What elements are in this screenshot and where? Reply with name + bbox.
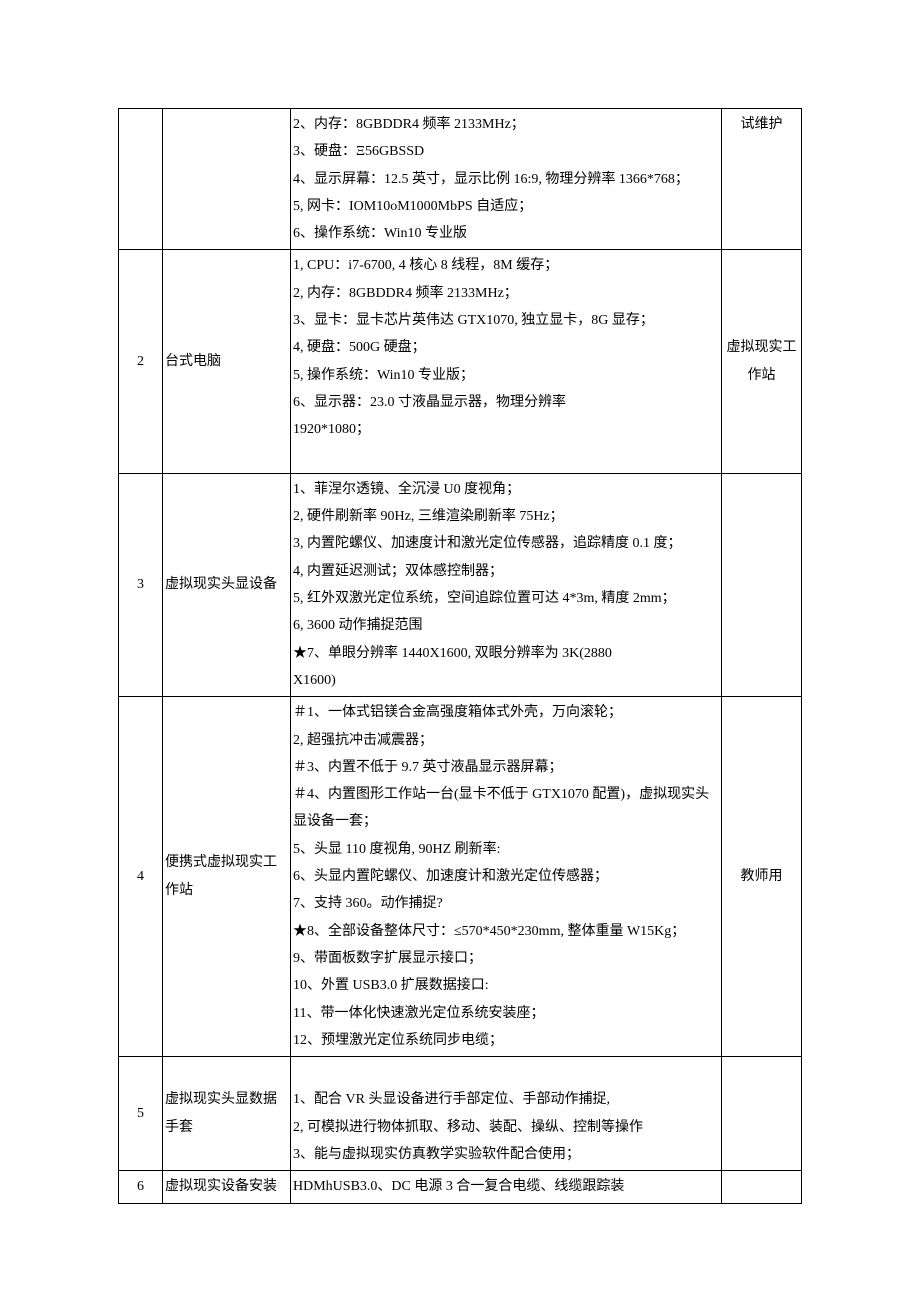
item-name: 虚拟现实头显设备 [163, 473, 291, 696]
spec-line: 2, 硬件刷新率 90Hz, 三维渲染刷新率 75Hz； [293, 503, 719, 530]
table-row: 2、内存：8GBDDR4 频率 2133MHz；3、硬盘：Ξ56GBSSD4、显… [119, 109, 802, 250]
spec-line: 4、显示屏幕：12.5 英寸，显示比例 16:9, 物理分辨率 1366*768… [293, 166, 719, 193]
spec-line: 3、能与虚拟现实仿真教学实验软件配合使用； [293, 1141, 719, 1168]
item-name [163, 109, 291, 250]
spec-line: 6, 3600 动作捕捉范围 [293, 612, 719, 639]
item-note: 教师用 [722, 697, 802, 1057]
spec-line: 7、支持 360。动作捕捉? [293, 890, 719, 917]
spec-line: 3、硬盘：Ξ56GBSSD [293, 138, 719, 165]
spec-line: 9、带面板数字扩展显示接口； [293, 945, 719, 972]
table-row: 4便携式虚拟现实工作站＃1、一体式铝镁合金高强度箱体式外壳，万向滚轮；2, 超强… [119, 697, 802, 1057]
spec-line: 2, 内存：8GBDDR4 频率 2133MHz； [293, 280, 719, 307]
item-name: 便携式虚拟现实工作站 [163, 697, 291, 1057]
spec-line: 5, 操作系统：Win10 专业版； [293, 362, 719, 389]
spec-line: 5, 网卡：IOM10oM1000MbPS 自适应； [293, 193, 719, 220]
item-note [722, 1171, 802, 1203]
spec-line: 6、头显内置陀螺仪、加速度计和激光定位传感器； [293, 863, 719, 890]
table-row: 2台式电脑1, CPU：i7-6700, 4 核心 8 线程，8M 缓存；2, … [119, 250, 802, 473]
item-note [722, 1057, 802, 1171]
spec-line: 4, 内置延迟测试；双体感控制器； [293, 558, 719, 585]
item-name: 台式电脑 [163, 250, 291, 473]
item-spec: 1、配合 VR 头显设备进行手部定位、手部动作捕捉,2, 可模拟进行物体抓取、移… [291, 1057, 722, 1171]
spec-line: 1、配合 VR 头显设备进行手部定位、手部动作捕捉, [293, 1086, 719, 1113]
spec-table: 2、内存：8GBDDR4 频率 2133MHz；3、硬盘：Ξ56GBSSD4、显… [118, 108, 802, 1204]
spec-line: ＃1、一体式铝镁合金高强度箱体式外壳，万向滚轮； [293, 699, 719, 726]
item-spec: 1, CPU：i7-6700, 4 核心 8 线程，8M 缓存；2, 内存：8G… [291, 250, 722, 473]
spec-line: 2, 超强抗冲击减震器； [293, 727, 719, 754]
table-row: 3虚拟现实头显设备1、菲涅尔透镜、全沉浸 U0 度视角；2, 硬件刷新率 90H… [119, 473, 802, 696]
spec-line: 5、头显 110 度视角, 90HZ 刷新率: [293, 836, 719, 863]
row-number: 2 [119, 250, 163, 473]
spec-line: 4, 硬盘：500G 硬盘； [293, 334, 719, 361]
spec-line: 11、带一体化快速激光定位系统安装座； [293, 1000, 719, 1027]
item-spec: 1、菲涅尔透镜、全沉浸 U0 度视角；2, 硬件刷新率 90Hz, 三维渲染刷新… [291, 473, 722, 696]
spec-line: HDMhUSB3.0、DC 电源 3 合一复合电缆、线缆跟踪装 [293, 1173, 719, 1200]
spec-line: X1600) [293, 667, 719, 694]
spec-line: 5, 红外双激光定位系统，空间追踪位置可达 4*3m, 精度 2mm； [293, 585, 719, 612]
item-spec: HDMhUSB3.0、DC 电源 3 合一复合电缆、线缆跟踪装 [291, 1171, 722, 1203]
table-row: 5虚拟现实头显数据手套 1、配合 VR 头显设备进行手部定位、手部动作捕捉,2,… [119, 1057, 802, 1171]
spec-line: ★7、单眼分辨率 1440X1600, 双眼分辨率为 3K(2880 [293, 640, 719, 667]
spec-line: 12、预埋激光定位系统同步电缆； [293, 1027, 719, 1054]
spec-line: 6、操作系统：Win10 专业版 [293, 220, 719, 247]
spec-line: ＃4、内置图形工作站一台(显卡不低于 GTX1070 配置)，虚拟现实头显设备一… [293, 781, 719, 836]
table-row: 6虚拟现实设备安装HDMhUSB3.0、DC 电源 3 合一复合电缆、线缆跟踪装 [119, 1171, 802, 1203]
item-name: 虚拟现实设备安装 [163, 1171, 291, 1203]
spec-line: ＃3、内置不低于 9.7 英寸液晶显示器屏幕； [293, 754, 719, 781]
spec-line: 6、显示器：23.0 寸液晶显示器，物理分辨率 [293, 389, 719, 416]
spec-line: 1920*1080； [293, 416, 719, 443]
spec-line [293, 444, 719, 471]
row-number: 3 [119, 473, 163, 696]
row-number [119, 109, 163, 250]
spec-line: ★8、全部设备整体尺寸：≤570*450*230mm, 整体重量 W15Kg； [293, 918, 719, 945]
item-spec: ＃1、一体式铝镁合金高强度箱体式外壳，万向滚轮；2, 超强抗冲击减震器；＃3、内… [291, 697, 722, 1057]
item-name: 虚拟现实头显数据手套 [163, 1057, 291, 1171]
spec-line: 2, 可模拟进行物体抓取、移动、装配、操纵、控制等操作 [293, 1114, 719, 1141]
spec-line: 3、显卡：显卡芯片英伟达 GTX1070, 独立显卡，8G 显存； [293, 307, 719, 334]
spec-line [293, 1059, 719, 1086]
row-number: 4 [119, 697, 163, 1057]
spec-table-body: 2、内存：8GBDDR4 频率 2133MHz；3、硬盘：Ξ56GBSSD4、显… [119, 109, 802, 1204]
item-note: 试维护 [722, 109, 802, 250]
spec-line: 1, CPU：i7-6700, 4 核心 8 线程，8M 缓存； [293, 252, 719, 279]
item-note: 虚拟现实工作站 [722, 250, 802, 473]
spec-line: 10、外置 USB3.0 扩展数据接口: [293, 972, 719, 999]
item-spec: 2、内存：8GBDDR4 频率 2133MHz；3、硬盘：Ξ56GBSSD4、显… [291, 109, 722, 250]
row-number: 6 [119, 1171, 163, 1203]
spec-line: 3, 内置陀螺仪、加速度计和激光定位传感器，追踪精度 0.1 度； [293, 530, 719, 557]
spec-line: 1、菲涅尔透镜、全沉浸 U0 度视角； [293, 476, 719, 503]
row-number: 5 [119, 1057, 163, 1171]
item-note [722, 473, 802, 696]
spec-line: 2、内存：8GBDDR4 频率 2133MHz； [293, 111, 719, 138]
